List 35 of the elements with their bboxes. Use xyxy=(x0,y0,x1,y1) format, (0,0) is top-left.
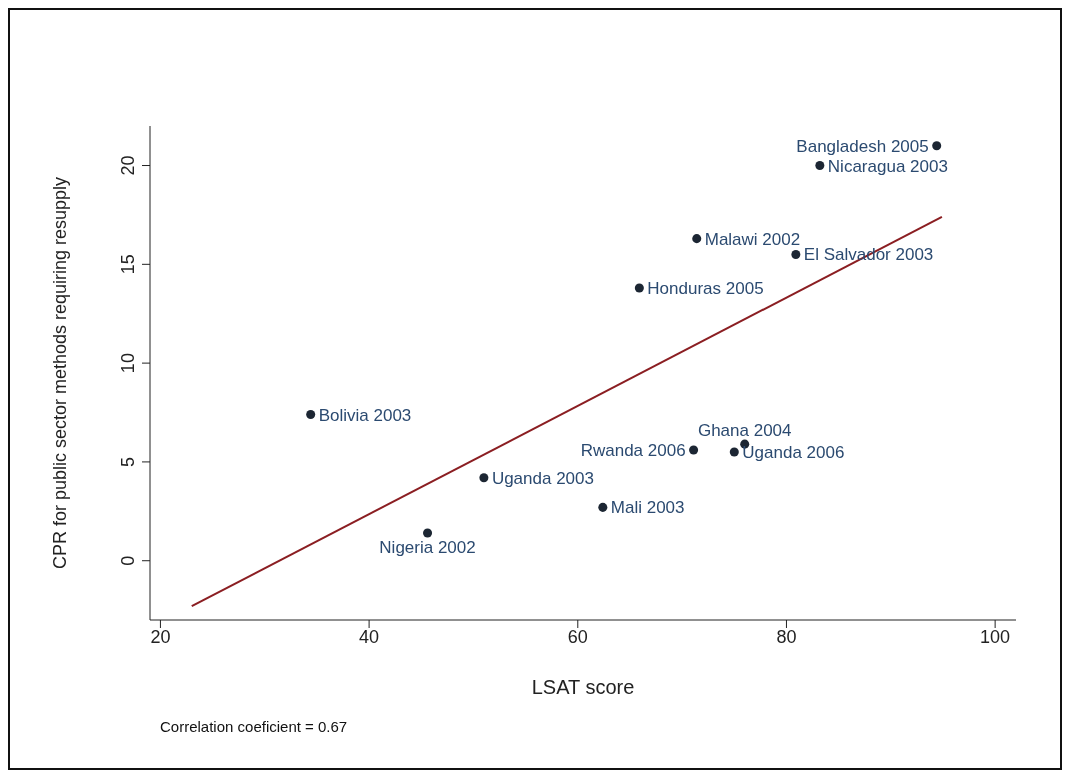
annotation: Rwanda 2006 xyxy=(580,441,686,461)
point xyxy=(423,528,433,538)
point xyxy=(479,473,489,483)
annotation: Nigeria 2002 xyxy=(379,538,476,558)
y-tick-label: 15 xyxy=(118,254,138,275)
y-tick-label: 10 xyxy=(118,353,138,374)
annotation: Mali 2003 xyxy=(610,498,685,518)
y-tick-label: 20 xyxy=(118,155,138,176)
annotation: Bangladesh 2005 xyxy=(796,136,929,156)
point xyxy=(932,141,942,151)
y-tick-label: 5 xyxy=(118,456,138,467)
x-tick-label: 60 xyxy=(567,626,588,647)
point xyxy=(689,445,699,455)
annotation: Nicaragua 2003 xyxy=(827,156,948,176)
point xyxy=(791,249,801,259)
x-tick-label: 100 xyxy=(980,626,1011,647)
annotation: Uganda 2006 xyxy=(742,443,845,463)
annotation: Honduras 2005 xyxy=(647,279,764,299)
annotation: Uganda 2003 xyxy=(491,468,594,488)
y-tick-label: 0 xyxy=(118,555,138,566)
point xyxy=(815,161,825,171)
point xyxy=(306,409,316,419)
point xyxy=(692,234,702,244)
y-axis-title: CPR for public sector methods requiring resupply xyxy=(50,176,71,570)
x-axis-title: LSAT score xyxy=(531,676,635,698)
annotation: Bolivia 2003 xyxy=(318,405,412,425)
annotation: Malawi 2002 xyxy=(704,229,801,249)
text: Correlation coeficient = 0.67 xyxy=(160,718,348,735)
point xyxy=(729,447,739,457)
x-tick-label: 20 xyxy=(150,626,171,647)
point xyxy=(598,502,608,512)
x-tick-label: 40 xyxy=(359,626,380,647)
x-tick-label: 80 xyxy=(776,626,797,647)
annotation: Ghana 2004 xyxy=(697,421,792,441)
point xyxy=(634,283,644,293)
